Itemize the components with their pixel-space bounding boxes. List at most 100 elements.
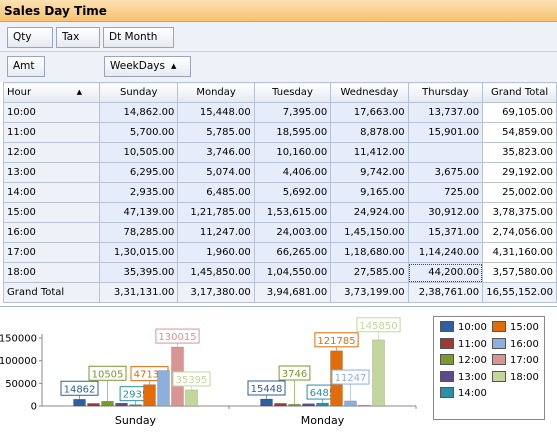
row-header-cell[interactable]: 13:00 xyxy=(2,162,101,183)
data-cell[interactable]: 11,412.00 xyxy=(330,142,409,163)
data-cell[interactable]: 3,31,131.00 xyxy=(99,282,179,303)
data-cell[interactable]: 1,45,850.00 xyxy=(177,262,255,283)
data-cell[interactable]: 1,18,680.00 xyxy=(330,242,409,263)
data-cell[interactable]: 10,505.00 xyxy=(99,142,179,163)
bar-1600-monday[interactable] xyxy=(344,400,357,407)
row-grand-total-cell[interactable]: 3,78,375.00 xyxy=(482,202,557,223)
bar-1300-sunday[interactable] xyxy=(115,402,128,407)
row-header-cell[interactable]: 16:00 xyxy=(2,222,101,243)
data-cell[interactable]: 9,742.00 xyxy=(330,162,409,183)
legend-item[interactable]: 17:00 xyxy=(492,354,539,367)
data-cell[interactable]: 1,14,240.00 xyxy=(407,242,484,263)
data-cell[interactable]: 8,878.00 xyxy=(330,122,409,143)
data-cell[interactable]: 3,675.00 xyxy=(407,162,484,183)
row-grand-total-cell[interactable]: 16,55,152.00 xyxy=(482,282,557,303)
row-grand-total-cell[interactable]: 25,002.00 xyxy=(482,182,557,203)
data-cell[interactable]: 5,074.00 xyxy=(177,162,255,183)
data-cell[interactable]: 725.00 xyxy=(407,182,484,203)
column-header-sunday[interactable]: Sunday xyxy=(99,82,179,103)
filter-field-qty[interactable]: Qty xyxy=(7,27,53,48)
data-field-amt[interactable]: Amt xyxy=(7,56,45,77)
data-cell[interactable]: 5,785.00 xyxy=(177,122,255,143)
bar-1100-sunday[interactable] xyxy=(87,403,100,407)
row-header-cell[interactable]: 10:00 xyxy=(2,102,101,123)
row-header-cell[interactable]: 15:00 xyxy=(2,202,101,223)
data-cell[interactable]: 3,94,681.00 xyxy=(253,282,332,303)
legend-item[interactable]: 18:00 xyxy=(492,370,539,384)
row-field-hour[interactable]: Hour ▲ xyxy=(2,82,101,103)
row-grand-total-cell[interactable]: 3,57,580.00 xyxy=(482,262,557,283)
row-grand-total-cell[interactable]: 2,74,056.00 xyxy=(482,222,557,243)
data-cell[interactable]: 1,960.00 xyxy=(177,242,255,263)
data-cell[interactable]: 13,737.00 xyxy=(407,102,484,123)
data-cell[interactable]: 3,73,199.00 xyxy=(330,282,409,303)
data-cell[interactable]: 15,448.00 xyxy=(177,102,255,123)
data-cell[interactable]: 66,265.00 xyxy=(253,242,332,263)
data-cell[interactable]: 4,406.00 xyxy=(253,162,332,183)
row-grand-total-cell[interactable]: 54,859.00 xyxy=(482,122,557,143)
data-cell[interactable]: 9,165.00 xyxy=(330,182,409,203)
column-header-wednesday[interactable]: Wednesday xyxy=(330,82,409,103)
bar-1600-sunday[interactable] xyxy=(157,370,170,407)
column-header-thursday[interactable]: Thursday xyxy=(407,82,484,103)
data-cell[interactable]: 15,901.00 xyxy=(407,122,484,143)
data-cell[interactable]: 11,247.00 xyxy=(177,222,255,243)
bar-1200-monday[interactable] xyxy=(288,404,301,407)
data-cell[interactable]: 17,663.00 xyxy=(330,102,409,123)
data-cell[interactable]: 5,692.00 xyxy=(253,182,332,203)
bar-1000-monday[interactable] xyxy=(260,398,273,407)
bar-1500-sunday[interactable] xyxy=(143,384,156,407)
bar-1300-monday[interactable] xyxy=(302,403,315,407)
data-cell[interactable]: 35,395.00 xyxy=(99,262,179,283)
column-header-tuesday[interactable]: Tuesday xyxy=(253,82,332,103)
row-header-cell[interactable]: 12:00 xyxy=(2,142,101,163)
legend-item[interactable]: 15:00 xyxy=(492,321,539,334)
data-cell[interactable]: 1,30,015.00 xyxy=(99,242,179,263)
data-cell[interactable]: 18,595.00 xyxy=(253,122,332,143)
data-cell[interactable]: 15,371.00 xyxy=(407,222,484,243)
column-field-weekdays[interactable]: WeekDays▲▼ xyxy=(104,56,191,90)
row-header-cell[interactable]: 14:00 xyxy=(2,182,101,203)
row-grand-total-cell[interactable]: 35,823.00 xyxy=(482,142,557,163)
bar-1000-sunday[interactable] xyxy=(73,399,86,407)
bar-1400-monday[interactable] xyxy=(316,402,329,407)
legend-item[interactable]: 16:00 xyxy=(492,337,539,351)
data-cell[interactable]: 5,700.00 xyxy=(99,122,179,143)
column-header-grand-total[interactable]: Grand Total xyxy=(482,82,557,103)
data-cell[interactable]: 1,04,550.00 xyxy=(253,262,332,283)
filter-field-tax[interactable]: Tax xyxy=(56,27,100,48)
data-cell[interactable]: 10,160.00 xyxy=(253,142,332,163)
legend-item[interactable]: 11:00 xyxy=(440,337,487,351)
data-cell[interactable]: 24,924.00 xyxy=(330,202,409,223)
data-cell[interactable]: 78,285.00 xyxy=(99,222,179,243)
data-cell[interactable] xyxy=(407,142,484,163)
legend-item[interactable]: 12:00 xyxy=(440,354,487,367)
data-cell[interactable]: 47,139.00 xyxy=(99,202,179,223)
legend-item[interactable]: 14:00 xyxy=(440,387,487,400)
bar-1700-monday[interactable] xyxy=(358,404,371,407)
bar-1400-sunday[interactable] xyxy=(129,404,142,407)
data-cell[interactable]: 30,912.00 xyxy=(407,202,484,223)
row-header-cell[interactable]: 17:00 xyxy=(2,242,101,263)
row-header-cell[interactable]: 11:00 xyxy=(2,122,101,143)
row-header-cell[interactable]: 18:00 xyxy=(2,262,101,283)
grand-total-label[interactable]: Grand Total xyxy=(2,282,101,303)
filter-field-dt-month[interactable]: Dt Month xyxy=(103,27,174,48)
row-grand-total-cell[interactable]: 69,105.00 xyxy=(482,102,557,123)
data-cell[interactable]: 24,003.00 xyxy=(253,222,332,243)
data-cell[interactable]: 6,485.00 xyxy=(177,182,255,203)
data-cell[interactable]: 1,21,785.00 xyxy=(177,202,255,223)
data-cell[interactable]: 2,38,761.00 xyxy=(407,282,484,303)
bar-1100-monday[interactable] xyxy=(274,403,287,407)
data-cell[interactable]: 1,45,150.00 xyxy=(330,222,409,243)
data-cell[interactable]: 6,295.00 xyxy=(99,162,179,183)
data-cell[interactable]: 1,53,615.00 xyxy=(253,202,332,223)
bar-1200-sunday[interactable] xyxy=(101,400,114,407)
legend-item[interactable]: 10:00 xyxy=(440,321,487,334)
data-cell[interactable]: 3,746.00 xyxy=(177,142,255,163)
row-grand-total-cell[interactable]: 4,31,160.00 xyxy=(482,242,557,263)
data-cell[interactable]: 7,395.00 xyxy=(253,102,332,123)
data-cell[interactable]: 2,935.00 xyxy=(99,182,179,203)
data-cell[interactable]: 27,585.00 xyxy=(330,262,409,283)
legend-item[interactable]: 13:00 xyxy=(440,370,487,384)
